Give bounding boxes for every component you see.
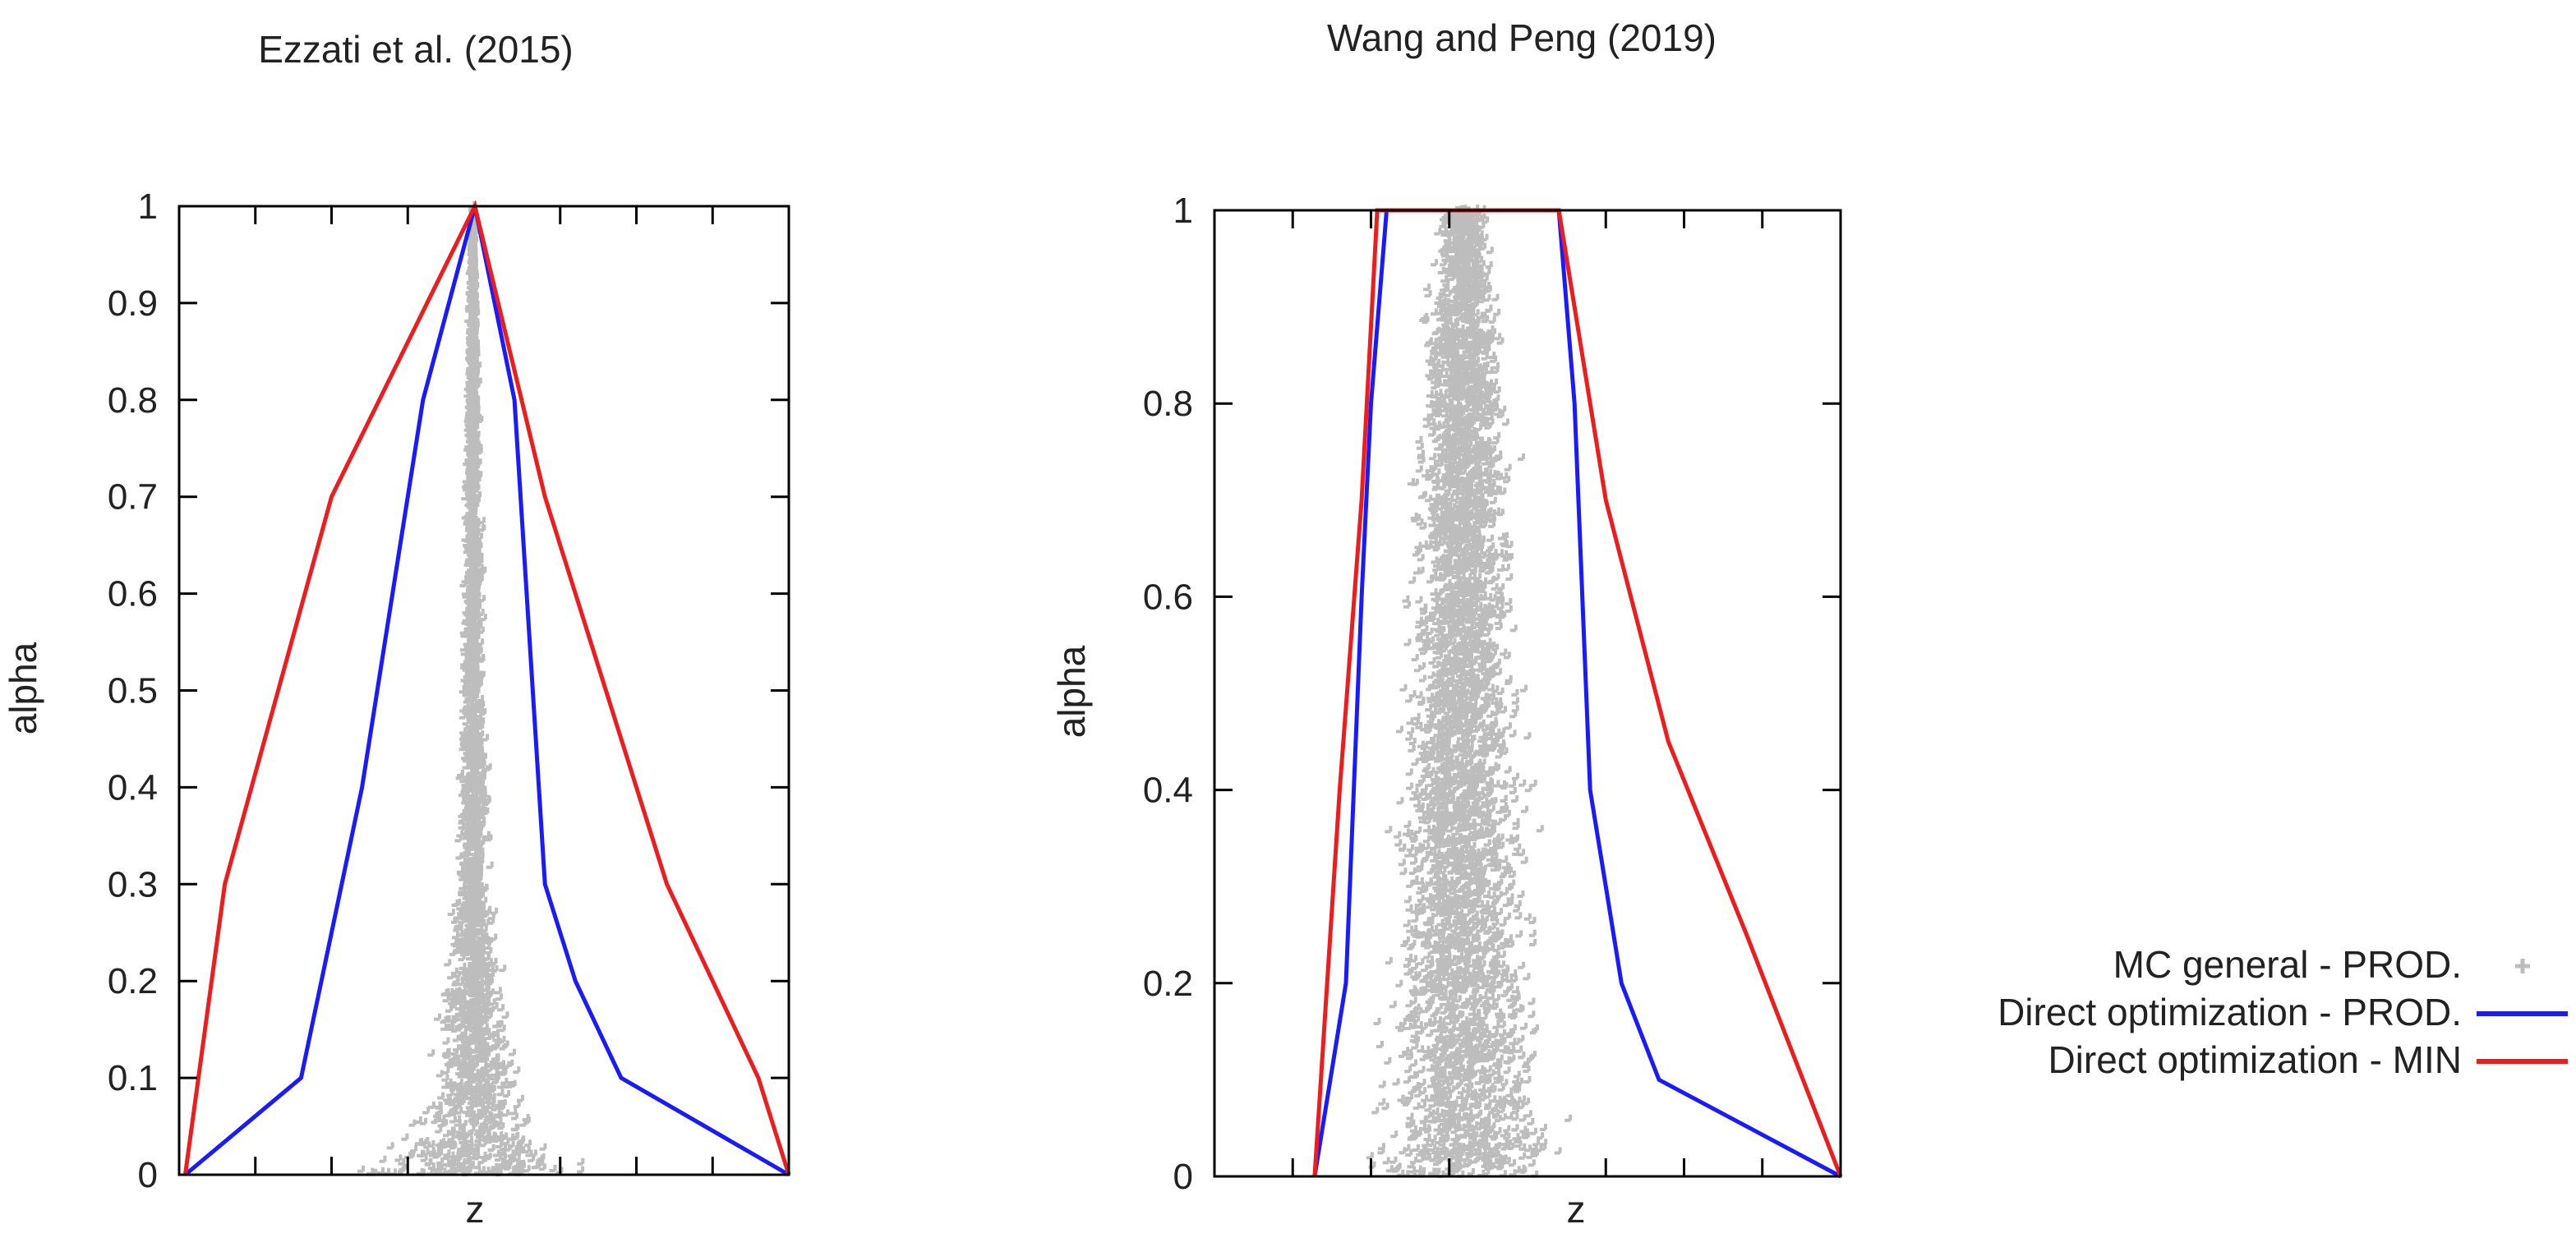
- y-tick-label: 0.1: [108, 1058, 158, 1098]
- legend-item-mc: MC general - PROD.: [2113, 943, 2530, 986]
- y-tick-label: 0.8: [1143, 384, 1193, 424]
- legend-label: Direct optimization - MIN: [2048, 1038, 2462, 1081]
- y-tick-label: 0.7: [108, 477, 158, 518]
- legend-label: MC general - PROD.: [2113, 943, 2462, 986]
- chart-title: Ezzati et al. (2015): [258, 28, 574, 71]
- x-axis-label: z: [466, 1188, 485, 1231]
- chart-wang-peng: Wang and Peng (2019) 0 0.2 0.4 0.6 0.8 1 z al…: [1050, 16, 1843, 1231]
- y-axis-label: alpha: [2, 642, 44, 734]
- mc-point-cloud: [357, 200, 585, 1176]
- y-tick-label: 0.9: [108, 283, 158, 324]
- y-tick-label: 0.4: [108, 767, 158, 808]
- axis-ticks: 0 0.2 0.4 0.6 0.8 1: [1143, 191, 1841, 1197]
- y-tick-label: 1: [1173, 191, 1193, 231]
- legend: MC general - PROD. Direct optimization -…: [1998, 943, 2568, 1081]
- axis-ticks: 0 0.1 0.2 0.3 0.4 0.5 0.6 0.7 0.8 0.9 1: [108, 186, 789, 1195]
- y-tick-label: 0.5: [108, 671, 158, 711]
- legend-item-direct-min: Direct optimization - MIN: [2048, 1038, 2568, 1081]
- y-tick-label: 0.3: [108, 864, 158, 904]
- chart-title: Wang and Peng (2019): [1327, 16, 1717, 59]
- mc-point-cloud: [1366, 205, 1573, 1178]
- y-tick-label: 0.6: [1143, 577, 1193, 617]
- x-axis-label: z: [1567, 1188, 1586, 1231]
- mc-scatter-points: [1366, 205, 1573, 1178]
- y-tick-label: 0.6: [108, 574, 158, 614]
- y-tick-label: 0.2: [108, 961, 158, 1001]
- legend-plus-marker: [2515, 959, 2530, 973]
- y-axis-label: alpha: [1050, 645, 1093, 738]
- mc-scatter-points: [357, 200, 585, 1176]
- legend-point-marker: [2515, 959, 2530, 973]
- y-tick-label: 1: [138, 186, 158, 227]
- y-tick-label: 0: [1173, 1157, 1193, 1197]
- y-tick-label: 0.8: [108, 380, 158, 421]
- legend-item-direct-prod: Direct optimization - PROD.: [1998, 991, 2568, 1033]
- y-tick-label: 0.4: [1143, 771, 1193, 811]
- series-line-direct-prod: [183, 205, 790, 1177]
- series-lines: [182, 200, 791, 1177]
- legend-label: Direct optimization - PROD.: [1998, 991, 2462, 1033]
- chart-ezzati: Ezzati et al. (2015) 0 0.1 0.2 0.3 0.4 0.5 0.6…: [2, 28, 791, 1231]
- series-line-direct-min: [182, 200, 791, 1176]
- plot-frame: [1213, 209, 1842, 1178]
- y-tick-label: 0.2: [1143, 964, 1193, 1004]
- y-tick-label: 0: [138, 1155, 158, 1195]
